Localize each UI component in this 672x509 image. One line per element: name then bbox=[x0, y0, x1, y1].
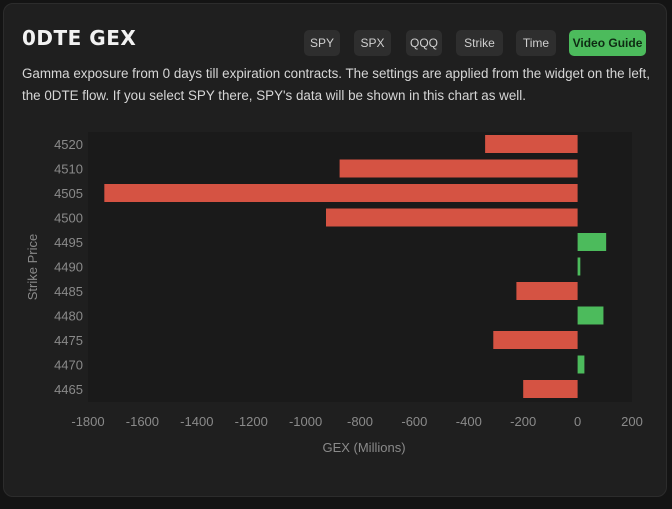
widget-description: Gamma exposure from 0 days till expirati… bbox=[22, 66, 650, 103]
strike-button[interactable]: Strike bbox=[456, 30, 503, 56]
gex-widget-card: 0DTE GEX SPY SPX QQQ Strike Time Video G… bbox=[3, 3, 667, 497]
spx-button[interactable]: SPX bbox=[354, 30, 391, 56]
widget-title: 0DTE GEX bbox=[22, 26, 137, 50]
spy-button[interactable]: SPY bbox=[304, 30, 340, 56]
time-button[interactable]: Time bbox=[516, 30, 556, 56]
qqq-button[interactable]: QQQ bbox=[406, 30, 442, 56]
video-guide-button[interactable]: Video Guide bbox=[569, 30, 646, 56]
